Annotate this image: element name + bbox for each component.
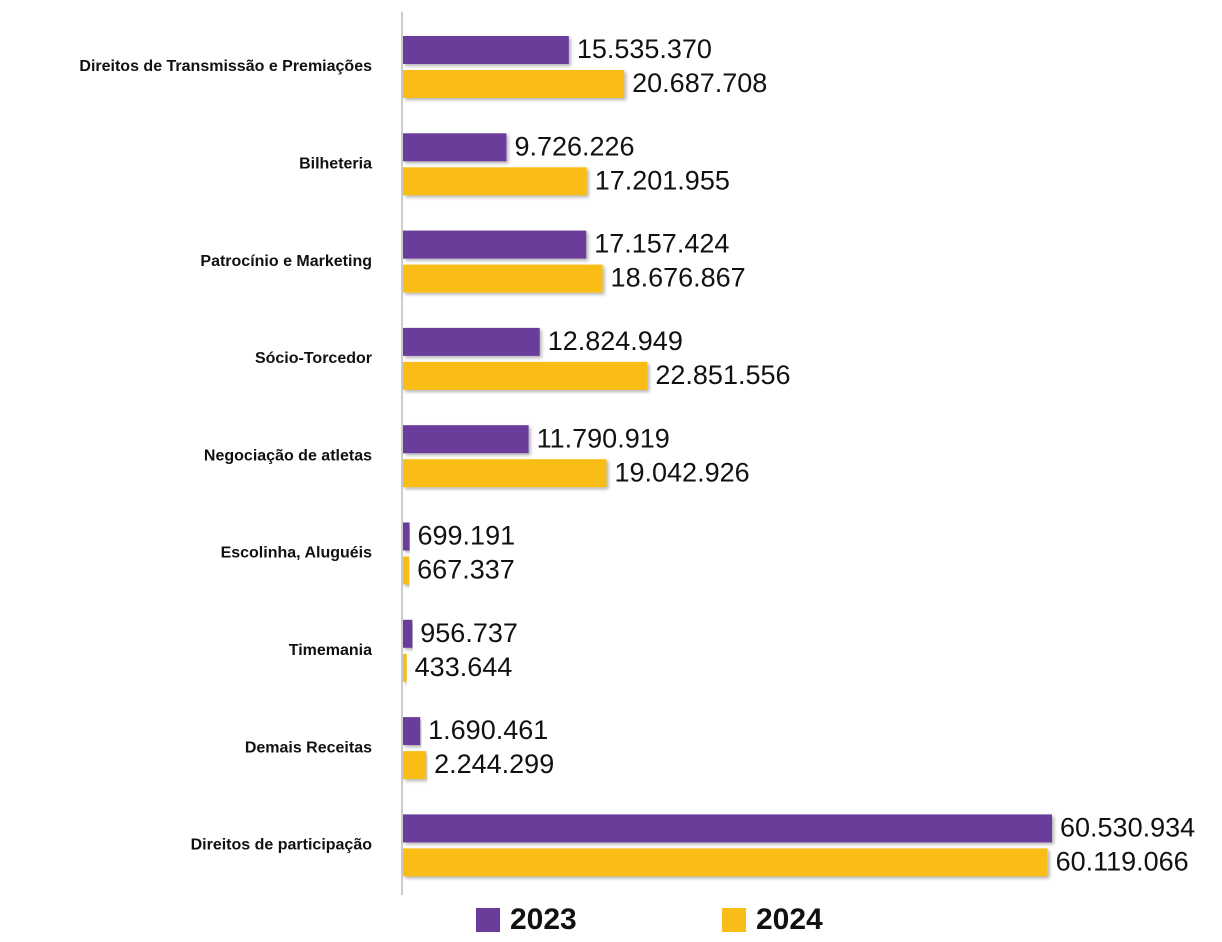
bar xyxy=(403,361,648,390)
category-label: Timemania xyxy=(289,642,372,659)
value-label: 667.337 xyxy=(417,555,515,585)
category-label: Escolinha, Aluguéis xyxy=(221,545,373,562)
value-label: 20.687.708 xyxy=(632,68,767,98)
category-label: Patrocínio e Marketing xyxy=(200,253,372,270)
category-label: Sócio-Torcedor xyxy=(255,350,372,367)
legend-label: 2024 xyxy=(756,903,823,936)
value-label: 12.824.949 xyxy=(548,326,683,356)
value-label: 17.157.424 xyxy=(594,229,729,259)
bar xyxy=(403,133,507,162)
value-label: 11.790.919 xyxy=(537,423,670,453)
value-label: 19.042.926 xyxy=(614,457,749,487)
bar xyxy=(403,264,603,293)
bar xyxy=(403,425,529,454)
bar xyxy=(403,327,540,356)
value-label: 1.690.461 xyxy=(428,715,548,745)
bar xyxy=(403,167,587,196)
value-label: 60.530.934 xyxy=(1060,813,1195,843)
value-label: 9.726.226 xyxy=(514,131,634,161)
value-label: 15.535.370 xyxy=(577,34,712,64)
bar xyxy=(403,717,421,746)
bar xyxy=(403,751,427,780)
value-label: 17.201.955 xyxy=(595,165,730,195)
legend-swatch xyxy=(722,908,746,932)
category-label: Bilheteria xyxy=(299,156,372,173)
category-label: Direitos de Transmissão e Premiações xyxy=(79,58,372,75)
value-label: 956.737 xyxy=(420,618,518,648)
bar xyxy=(403,653,407,682)
category-label: Demais Receitas xyxy=(245,739,372,756)
legend-swatch xyxy=(476,908,500,932)
bar xyxy=(403,70,625,98)
value-label: 2.244.299 xyxy=(434,749,554,779)
category-label: Direitos de participação xyxy=(191,837,373,854)
bar xyxy=(403,619,413,648)
legend-label: 2023 xyxy=(510,903,577,936)
bar xyxy=(403,814,1052,843)
bar xyxy=(403,522,410,551)
bar xyxy=(403,36,569,64)
bar xyxy=(403,230,587,259)
value-label: 22.851.556 xyxy=(655,360,790,390)
value-label: 60.119.066 xyxy=(1056,847,1189,877)
value-label: 18.676.867 xyxy=(611,263,746,293)
bar xyxy=(403,459,607,488)
value-label: 433.644 xyxy=(415,652,513,682)
bar xyxy=(403,556,410,585)
bar xyxy=(403,848,1048,877)
category-label: Negociação de atletas xyxy=(204,447,372,464)
value-label: 699.191 xyxy=(418,521,516,551)
